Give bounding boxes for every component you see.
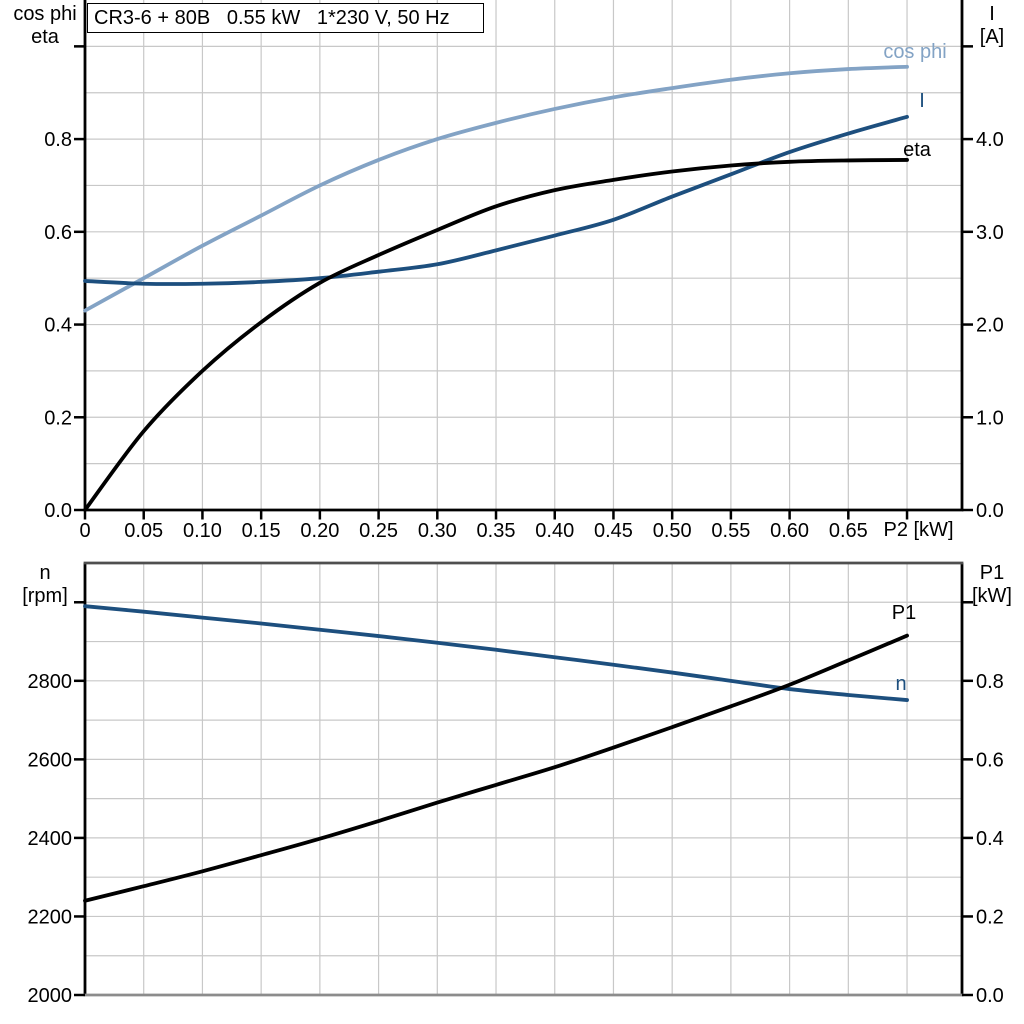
top-right-axis-title: I [A] [963, 3, 1021, 49]
x-tick-label: 0.55 [711, 520, 750, 542]
x-tick-label: 0.50 [653, 520, 692, 542]
series-cos-phi-curve [83, 64, 909, 313]
right-tick-label: 3.0 [976, 222, 1004, 244]
left-tick-label: 2600 [28, 749, 73, 771]
left-tick-label: 0.6 [44, 222, 72, 244]
left-tick-label: 2400 [28, 828, 73, 850]
curve-label-p1: P1 [891, 602, 917, 624]
axis-title-cos-phi: cos phi [13, 3, 77, 25]
curve-label-speed: n [895, 673, 907, 695]
left-tick-label: 2000 [28, 985, 73, 1007]
left-tick-label: 0.8 [44, 129, 72, 151]
left-tick-label: 0.2 [44, 407, 72, 429]
series-I-curve [83, 114, 909, 286]
axis-title-p1-unit: [kW] [972, 585, 1012, 607]
chart-title-box: CR3-6 + 80B 0.55 kW 1*230 V, 50 Hz [87, 3, 484, 33]
right-tick-label: 0.6 [976, 749, 1004, 771]
series-P1-curve [83, 633, 909, 903]
x-tick-label: 0.20 [300, 520, 339, 542]
x-tick-label: 0.15 [242, 520, 281, 542]
left-tick-label: 2800 [28, 671, 73, 693]
x-tick-label: 0.35 [477, 520, 516, 542]
series-n-curve [83, 604, 909, 702]
right-tick-label: 1.0 [976, 407, 1004, 429]
bottom-right-axis-title: P1 [kW] [963, 562, 1021, 608]
right-tick-label: 4.0 [976, 129, 1004, 151]
left-tick-label: 2200 [28, 906, 73, 928]
x-tick-label: 0.60 [770, 520, 809, 542]
x-tick-label: 0.25 [359, 520, 398, 542]
axis-title-p1: P1 [979, 562, 1005, 584]
x-tick-label: 0.30 [418, 520, 457, 542]
right-tick-label: 0.0 [976, 500, 1004, 522]
series-eta-curve [83, 158, 909, 512]
axis-title-eta: eta [31, 26, 59, 48]
left-tick-label: 0.0 [44, 500, 72, 522]
left-tick-label: 0.4 [44, 315, 72, 337]
right-tick-label: 0.2 [976, 906, 1004, 928]
curve-label-eta: eta [903, 139, 931, 161]
curve-label-cos-phi: cos phi [883, 41, 947, 63]
x-tick-label: 0 [79, 520, 90, 542]
right-tick-label: 2.0 [976, 315, 1004, 337]
axis-title-speed: n [39, 562, 51, 584]
x-axis-unit-label: P2 [kW] [883, 519, 954, 541]
right-tick-label: 0.0 [976, 985, 1004, 1007]
top-left-axis-title: cos phi eta [6, 3, 84, 49]
axis-title-current-unit: [A] [979, 26, 1005, 48]
curve-label-current: I [919, 90, 925, 112]
bottom-left-axis-title: n [rpm] [6, 562, 84, 608]
right-tick-label: 0.8 [976, 671, 1004, 693]
x-tick-label: 0.45 [594, 520, 633, 542]
x-tick-label: 0.40 [535, 520, 574, 542]
x-tick-label: 0.65 [829, 520, 868, 542]
axis-title-speed-unit: [rpm] [22, 585, 68, 607]
axis-title-current: I [989, 3, 995, 25]
right-tick-label: 0.4 [976, 828, 1004, 850]
x-tick-label: 0.10 [183, 520, 222, 542]
x-tick-label: 0.05 [124, 520, 163, 542]
